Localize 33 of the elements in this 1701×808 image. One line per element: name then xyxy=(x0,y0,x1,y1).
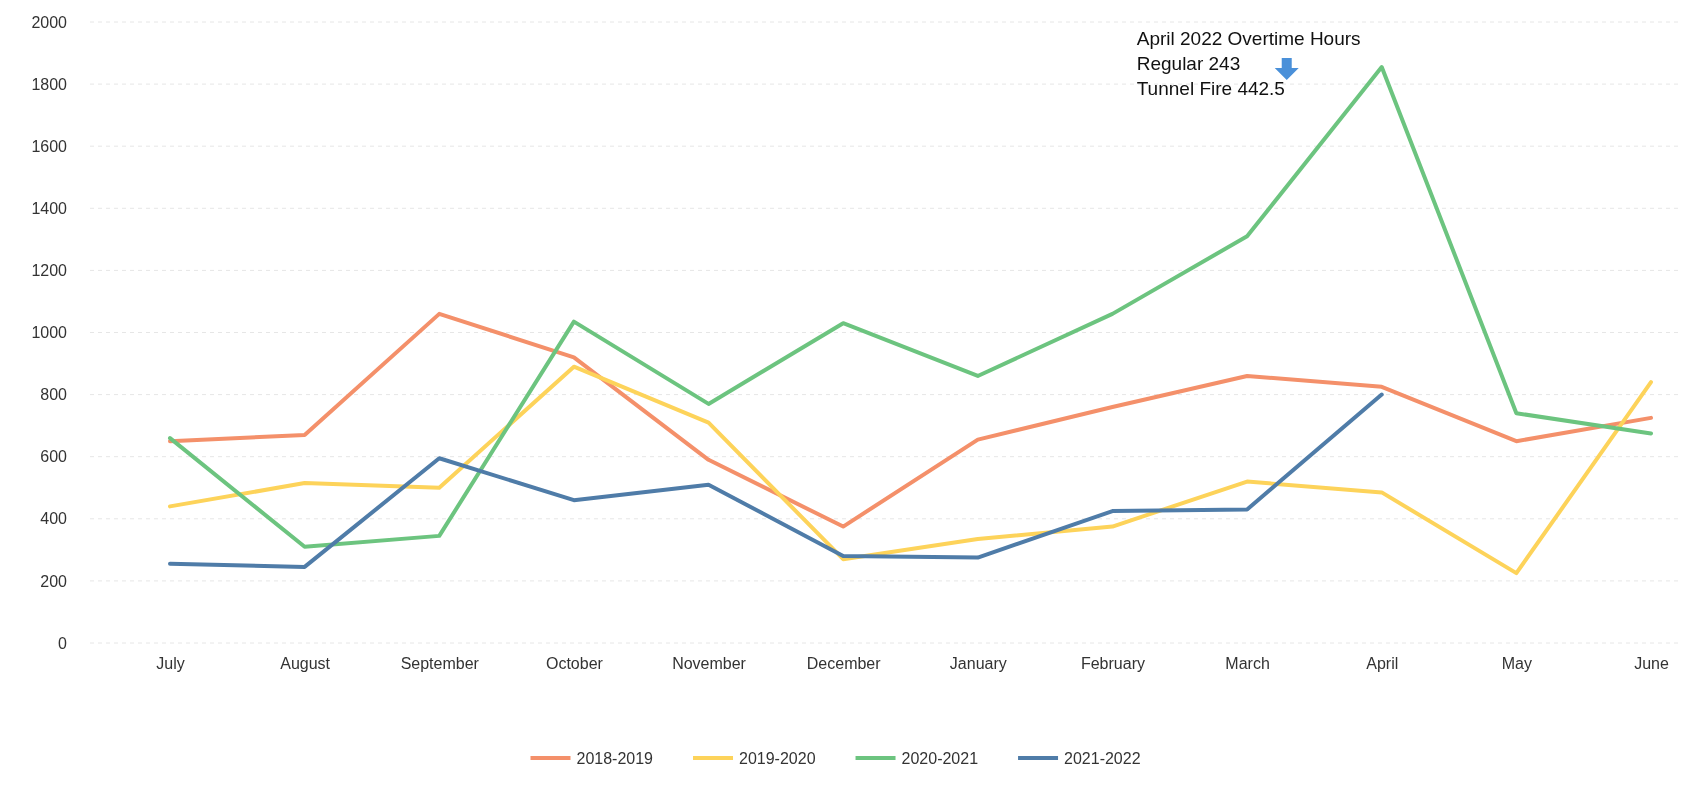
line-series xyxy=(168,392,1384,569)
y-tick-label: 1000 xyxy=(31,324,68,342)
y-tick-label: 800 xyxy=(40,386,68,404)
legend-label: 2018-2019 xyxy=(576,750,654,767)
annotation: April 2022 Overtime Hours xyxy=(1136,28,1361,49)
x-tick-label: October xyxy=(545,655,604,673)
x-tick-label: March xyxy=(1225,655,1270,673)
legend-label: 2021-2022 xyxy=(1064,750,1141,767)
y-tick-label: 1400 xyxy=(31,199,68,217)
annotation: Regular 243 xyxy=(1136,53,1241,74)
annotation: Tunnel Fire 442.5 xyxy=(1136,78,1285,99)
legend-label: 2020-2021 xyxy=(901,750,979,767)
x-tick-label: January xyxy=(949,655,1007,673)
y-tick-label: 1200 xyxy=(31,262,68,280)
y-tick-label: 0 xyxy=(58,634,68,652)
line-series xyxy=(168,364,1653,576)
line-series xyxy=(168,311,1653,529)
x-tick-label: July xyxy=(156,655,185,673)
x-tick-label: April xyxy=(1366,655,1399,673)
x-tick-label: May xyxy=(1501,655,1532,673)
x-tick-label: November xyxy=(672,655,747,673)
legend-label: 2019-2020 xyxy=(739,750,816,767)
x-tick-label: June xyxy=(1634,655,1669,673)
y-tick-label: 600 xyxy=(40,448,68,466)
y-tick-label: 1600 xyxy=(31,137,68,155)
x-tick-label: December xyxy=(806,655,882,673)
y-tick-label: 400 xyxy=(40,510,68,528)
y-tick-label: 200 xyxy=(40,572,68,590)
y-tick-label: 1800 xyxy=(31,75,68,93)
x-tick-label: September xyxy=(400,655,480,673)
y-tick-label: 2000 xyxy=(31,13,68,31)
x-tick-label: August xyxy=(280,655,331,673)
x-tick-label: February xyxy=(1080,655,1145,673)
